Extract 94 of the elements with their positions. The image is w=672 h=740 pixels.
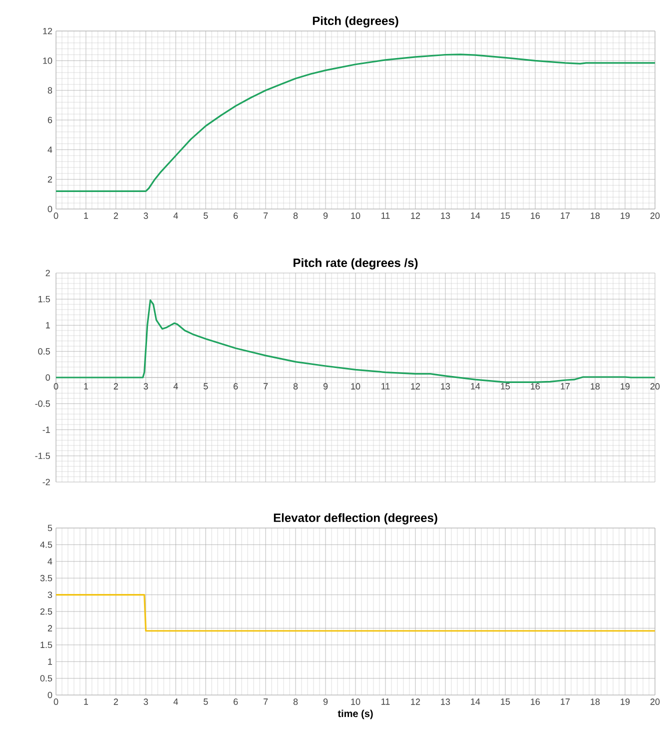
x-tick-label: 3: [144, 698, 148, 705]
x-tick-label: 11: [381, 212, 390, 219]
x-tick-label: 18: [590, 212, 600, 219]
x-tick-label: 11: [381, 383, 390, 390]
x-tick-label: 12: [411, 383, 420, 390]
x-tick-label: 4: [174, 383, 178, 390]
x-tick-label: 5: [204, 212, 208, 219]
x-tick-label: 6: [234, 212, 238, 219]
x-tick-label: 20: [650, 698, 660, 705]
y-tick-label: 4: [48, 558, 52, 564]
y-tick-label: -1: [42, 426, 50, 433]
x-tick-label: 16: [530, 212, 540, 219]
x-tick-label: 15: [500, 212, 510, 219]
x-tick-label: 13: [441, 212, 450, 219]
x-tick-label: 8: [293, 383, 298, 390]
y-tick-label: 6: [48, 116, 52, 124]
y-tick-label: 1: [48, 658, 52, 665]
x-tick-label: 12: [411, 698, 420, 705]
x-tick-label: 19: [620, 698, 630, 705]
x-tick-label: 20: [650, 212, 660, 219]
y-tick-label: 1.5: [40, 642, 52, 648]
x-tick-label: 5: [204, 383, 208, 390]
y-tick-label: 4.5: [40, 542, 52, 548]
x-tick-label: 4: [174, 698, 178, 705]
x-tick-label: 8: [293, 212, 298, 219]
x-tick-label: 1: [84, 698, 88, 705]
x-tick-label: 13: [441, 698, 450, 705]
y-tick-label: -0.5: [35, 400, 50, 407]
chart-title: Pitch rate (degrees /s): [294, 258, 418, 270]
x-tick-label: 10: [351, 383, 360, 390]
x-tick-label: 6: [234, 383, 238, 390]
x-tick-label: 1: [84, 383, 88, 390]
x-tick-label: 1: [84, 212, 88, 219]
y-tick-label: 3: [48, 592, 52, 598]
x-tick-label: 20: [650, 383, 660, 390]
x-tick-label: 2: [114, 383, 118, 390]
x-tick-label: 2: [114, 212, 118, 219]
x-tick-label: 14: [470, 698, 480, 705]
x-tick-label: 9: [323, 212, 328, 219]
x-tick-label: 8: [293, 698, 298, 705]
y-tick-label: 2: [48, 176, 52, 182]
y-tick-label: 10: [43, 57, 52, 64]
y-tick-label: 2.5: [40, 608, 52, 615]
x-tick-label: 3: [144, 383, 148, 390]
x-tick-label: 16: [530, 698, 540, 705]
x-tick-label: 17: [560, 212, 570, 219]
x-axis-title: time (s): [338, 710, 373, 720]
x-tick-label: 4: [174, 212, 178, 219]
y-tick-label: 0: [48, 692, 52, 698]
y-tick-label: 4: [48, 146, 52, 153]
x-tick-label: 17: [560, 698, 570, 705]
x-tick-label: 16: [530, 383, 540, 390]
y-tick-label: 0: [46, 374, 50, 381]
x-tick-label: 7: [264, 698, 268, 705]
chart-title: Elevator deflection (degrees): [274, 513, 438, 524]
x-tick-label: 14: [470, 383, 480, 390]
x-tick-label: 18: [590, 383, 600, 390]
x-tick-label: 19: [620, 383, 630, 390]
x-tick-label: 18: [590, 698, 600, 705]
y-tick-label: 12: [43, 28, 52, 34]
x-tick-label: 14: [470, 212, 480, 219]
x-tick-label: 9: [323, 698, 328, 705]
x-tick-label: 19: [620, 212, 630, 219]
y-tick-label: 3.5: [40, 574, 52, 582]
y-tick-label: 0.5: [38, 348, 50, 355]
chart-title: Pitch (degrees): [312, 16, 398, 28]
x-tick-label: 5: [204, 698, 208, 705]
y-tick-label: 0: [48, 206, 52, 212]
y-tick-label: 2: [48, 625, 52, 632]
x-tick-label: 10: [351, 212, 360, 219]
x-tick-label: 13: [441, 383, 450, 390]
x-tick-label: 0: [54, 212, 58, 219]
y-tick-label: -2: [42, 478, 50, 486]
y-tick-label: 2: [46, 270, 50, 276]
x-tick-label: 2: [114, 698, 118, 705]
x-tick-label: 17: [560, 383, 570, 390]
x-tick-label: 3: [144, 212, 148, 219]
y-tick-label: 0.5: [40, 675, 52, 682]
y-tick-label: 8: [48, 87, 52, 94]
x-tick-label: 11: [381, 698, 390, 705]
x-tick-label: 6: [234, 698, 238, 705]
x-tick-label: 7: [264, 212, 268, 219]
x-tick-label: 0: [54, 698, 58, 705]
x-tick-label: 15: [500, 383, 510, 390]
y-tick-label: -1.5: [35, 452, 50, 460]
x-tick-label: 0: [54, 383, 58, 390]
y-tick-label: 5: [48, 524, 52, 532]
x-tick-label: 7: [264, 383, 268, 390]
x-tick-label: 15: [500, 698, 510, 705]
y-tick-label: 1.5: [38, 296, 50, 302]
y-tick-label: 1: [46, 322, 50, 328]
x-tick-label: 10: [351, 698, 360, 705]
x-tick-label: 12: [411, 212, 420, 219]
x-tick-label: 9: [323, 383, 328, 390]
